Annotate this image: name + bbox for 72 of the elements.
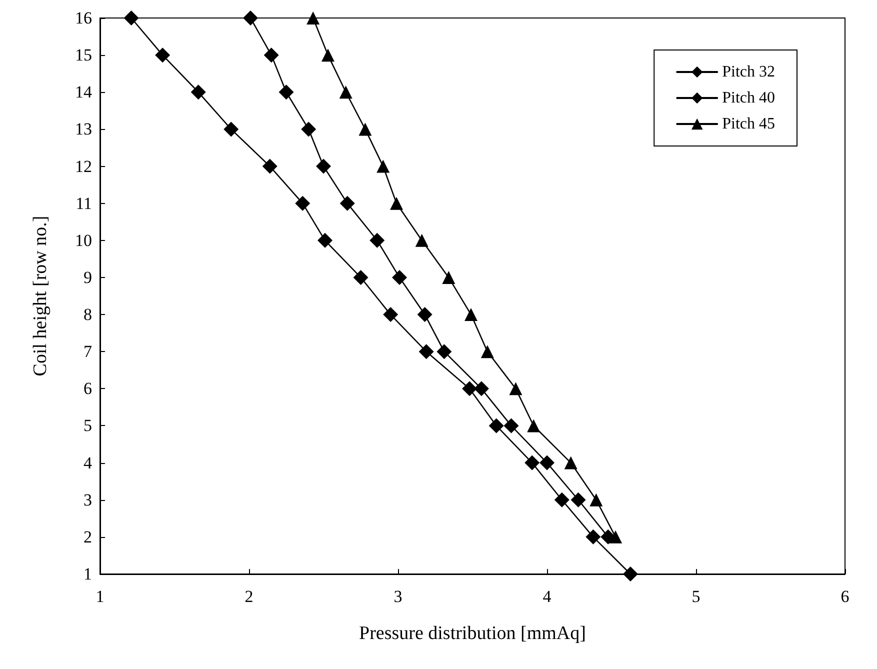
y-tick-label: 16 xyxy=(75,8,92,28)
point xyxy=(417,307,432,322)
y-tick-label: 15 xyxy=(75,46,92,65)
point xyxy=(340,196,355,211)
point xyxy=(504,418,519,434)
point xyxy=(609,530,622,544)
point xyxy=(509,382,522,396)
y-tick-label: 2 xyxy=(84,527,92,546)
y-tick-label: 6 xyxy=(84,379,92,398)
y-tick-label: 12 xyxy=(75,156,92,176)
y-tick-label: 10 xyxy=(75,230,92,250)
point xyxy=(622,566,638,582)
point xyxy=(301,122,316,137)
point xyxy=(392,270,407,285)
point xyxy=(462,381,478,396)
y-tick-label: 7 xyxy=(84,342,92,362)
legend-label: Pitch 45 xyxy=(722,116,775,132)
point xyxy=(224,122,239,137)
point xyxy=(540,455,554,470)
x-tick-label: 3 xyxy=(394,587,402,606)
x-tick-label: 5 xyxy=(692,587,700,606)
y-tick-label: 1 xyxy=(84,564,92,584)
point xyxy=(339,86,352,99)
point xyxy=(278,84,294,100)
point xyxy=(390,196,404,210)
y-tick-label: 11 xyxy=(76,194,92,213)
point xyxy=(383,307,398,322)
point xyxy=(295,196,310,211)
point xyxy=(464,308,478,322)
y-tick-label: 13 xyxy=(75,120,92,139)
point xyxy=(264,48,279,63)
x-tick-label: 2 xyxy=(244,587,254,606)
point xyxy=(306,12,320,24)
point xyxy=(155,48,170,63)
point xyxy=(242,10,258,26)
point xyxy=(436,344,452,360)
point xyxy=(570,492,586,508)
point xyxy=(317,232,332,248)
point xyxy=(376,160,390,173)
point xyxy=(524,455,540,470)
x-axis-title: Pressure distribution [mmAq] xyxy=(359,623,586,644)
point xyxy=(586,529,601,544)
point xyxy=(262,158,278,174)
y-tick-label: 9 xyxy=(84,268,92,287)
point xyxy=(418,344,434,360)
point xyxy=(190,84,206,100)
y-tick-label: 14 xyxy=(75,82,92,102)
x-tick-label: 1 xyxy=(96,587,104,606)
point xyxy=(316,158,331,174)
point xyxy=(527,419,540,432)
point xyxy=(415,234,428,247)
y-tick-label: 3 xyxy=(84,490,92,510)
x-tick-label: 4 xyxy=(542,587,552,606)
x-tick-label: 6 xyxy=(840,587,850,606)
point xyxy=(554,492,570,508)
y-tick-label: 8 xyxy=(84,305,92,324)
y-axis-title: Coil height [row no.] xyxy=(30,216,51,376)
point xyxy=(124,10,139,26)
point xyxy=(353,270,368,285)
point xyxy=(564,456,578,470)
point xyxy=(488,418,504,434)
y-tick-label: 5 xyxy=(84,416,92,436)
legend-label: Pitch 40 xyxy=(722,90,775,106)
point xyxy=(321,48,334,62)
point xyxy=(474,381,489,396)
point xyxy=(358,122,372,136)
point xyxy=(590,493,603,506)
point xyxy=(442,270,456,284)
point xyxy=(480,345,494,358)
legend-label: Pitch 32 xyxy=(722,64,775,80)
point xyxy=(370,232,385,248)
y-tick-label: 4 xyxy=(84,453,92,472)
